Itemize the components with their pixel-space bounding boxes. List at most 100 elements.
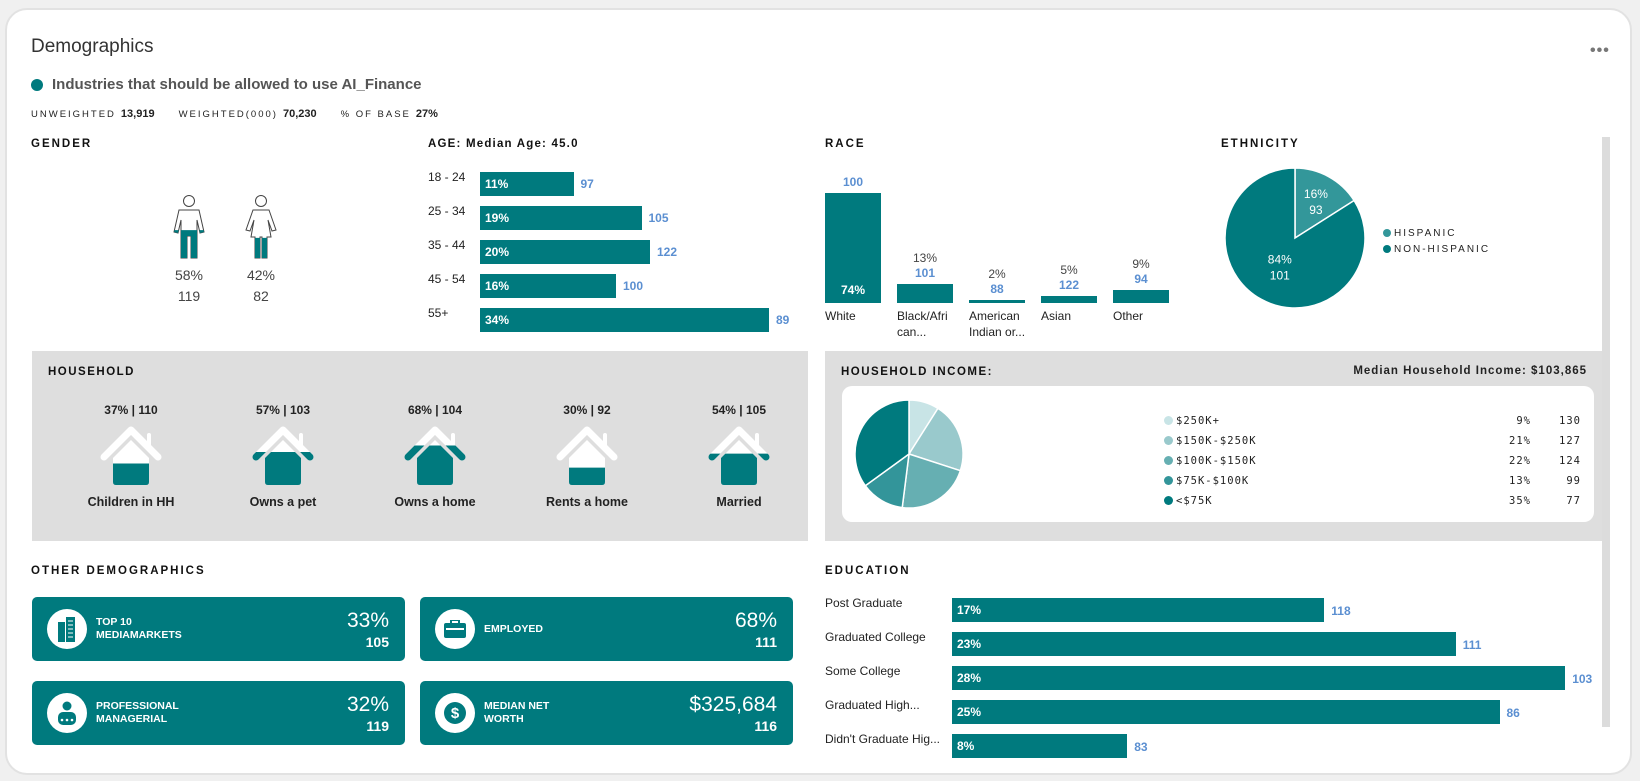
tile-index: 119 — [366, 718, 389, 734]
tile-label-line2: MANAGERIAL — [96, 713, 168, 725]
race-bar — [825, 193, 881, 303]
race-pct: 13% — [912, 250, 938, 265]
tile-employed: EMPLOYED 68% 111 — [420, 597, 793, 661]
svg-text:$: $ — [451, 705, 460, 722]
education-bar: 8% — [952, 734, 1128, 758]
dollar-icon: $ — [435, 693, 475, 733]
tile-index: 105 — [365, 634, 389, 650]
pie-pct-label: 84% — [1268, 253, 1292, 267]
audience-subtitle: Industries that should be allowed to use… — [31, 76, 422, 93]
income-pct: 21% — [1509, 435, 1531, 447]
tile-value: $325,684 — [689, 693, 777, 716]
race-index: 88 — [990, 282, 1004, 296]
income-pct: 22% — [1509, 455, 1531, 467]
house-fill — [569, 467, 605, 485]
base-stats: UNWEIGHTED 13,919 WEIGHTED(000) 70,230 % O… — [31, 108, 438, 120]
age-bar: 20% — [480, 240, 650, 264]
male-pct: 58% — [174, 267, 204, 283]
more-options-button[interactable]: ••• — [1590, 42, 1610, 59]
household-item: 57% | 103 Owns a pet — [223, 403, 343, 509]
household-value: 54% | 105 — [711, 403, 767, 417]
race-heading: RACE — [825, 138, 866, 150]
male-fill — [174, 230, 204, 258]
education-index: 103 — [1572, 672, 1593, 686]
pie-index-label: 101 — [1270, 269, 1290, 283]
race-pct: 9% — [1132, 256, 1150, 271]
legend-label: NON-HISPANIC — [1394, 244, 1491, 255]
race-pct: 2% — [988, 267, 1006, 281]
race-label: Black/Afri can... — [897, 308, 967, 340]
female-pct: 42% — [246, 267, 276, 283]
tile-label-line2: WORTH — [484, 713, 524, 725]
stat-label: % OF BASE — [340, 109, 411, 120]
audience-name: Industries that should be allowed to use… — [52, 76, 422, 93]
legend-dot — [1164, 476, 1173, 485]
tile-median-net-worth: $ MEDIAN NET WORTH $325,684 116 — [420, 681, 793, 745]
tile-value: 68% — [734, 609, 777, 632]
female-fill — [255, 237, 267, 258]
household-item: 30% | 92 Rents a home — [527, 403, 647, 509]
tile-label: MEDIAN NET WORTH — [484, 700, 549, 726]
age-label: 25 - 34 — [428, 204, 466, 218]
education-label: Didn't Graduate Hig... — [825, 732, 941, 746]
household-value: 37% | 110 — [104, 403, 158, 417]
age-label: 55+ — [428, 306, 449, 320]
house-icon — [708, 426, 770, 485]
race-label-line1: Asian — [1041, 309, 1072, 323]
age-bar: 19% — [480, 206, 642, 230]
race-label: Other — [1113, 308, 1183, 324]
race-bar — [1041, 295, 1097, 303]
legend-dot — [1383, 229, 1391, 237]
briefcase-icon — [435, 609, 475, 649]
age-bar: 11% — [480, 172, 574, 196]
age-bar: 34% — [480, 308, 769, 332]
education-index: 83 — [1134, 740, 1148, 754]
legend-label: $150K-$250K — [1176, 435, 1257, 447]
pie-slice — [1224, 167, 1366, 309]
tile-label-line1: EMPLOYED — [484, 623, 543, 635]
household-label: Married — [716, 495, 762, 509]
race-label: American Indian or... — [969, 308, 1039, 340]
house-body — [113, 463, 149, 485]
legend-label: <$75K — [1176, 495, 1213, 507]
tile-top10-mediamarkets: TOP 10 MEDIAMARKETS 33% 105 — [32, 597, 405, 661]
tile-label-line1: MEDIAN NET — [484, 700, 550, 712]
building-icon — [47, 609, 87, 649]
education-index: 118 — [1331, 604, 1351, 618]
income-pct: 9% — [1516, 415, 1531, 427]
race-label-line1: White — [825, 309, 856, 323]
legend-label: $100K-$150K — [1176, 455, 1257, 467]
scrollbar[interactable] — [1602, 137, 1610, 727]
age-index: 100 — [623, 279, 644, 293]
education-label: Graduated College — [825, 630, 926, 644]
legend-dot — [1164, 456, 1173, 465]
race-pct: 74% — [840, 283, 866, 297]
stat-value: 70,230 — [282, 108, 317, 120]
race-label: White — [825, 308, 895, 324]
household-value: 30% | 92 — [563, 403, 611, 417]
female-icon — [245, 195, 277, 259]
income-heading: HOUSEHOLD INCOME: — [841, 366, 993, 378]
education-bar: 17% — [952, 598, 1325, 622]
pie-pct-label: 16% — [1304, 187, 1328, 201]
legend-dot — [1383, 245, 1391, 253]
legend-label: HISPANIC — [1394, 228, 1457, 239]
house-body — [417, 445, 453, 485]
age-heading: AGE: Median Age: 45.0 — [428, 138, 579, 150]
house-body — [721, 453, 757, 485]
male-icon — [173, 195, 205, 259]
race-label-line1: Other — [1113, 309, 1144, 323]
education-bar: 23% — [952, 632, 1456, 656]
tile-label: TOP 10 MEDIAMARKETS — [96, 616, 182, 642]
stat-label: WEIGHTED(000) — [178, 109, 278, 120]
household-label: Owns a pet — [249, 495, 317, 509]
person-icon — [47, 693, 87, 733]
race-index: 101 — [914, 265, 936, 280]
house-icon — [404, 426, 466, 485]
age-label: 35 - 44 — [428, 238, 466, 252]
race-index: 94 — [1134, 271, 1148, 286]
income-index: 124 — [1559, 455, 1581, 467]
house-fill — [113, 463, 149, 485]
income-pie — [854, 399, 964, 509]
tile-value: 32% — [346, 693, 389, 716]
